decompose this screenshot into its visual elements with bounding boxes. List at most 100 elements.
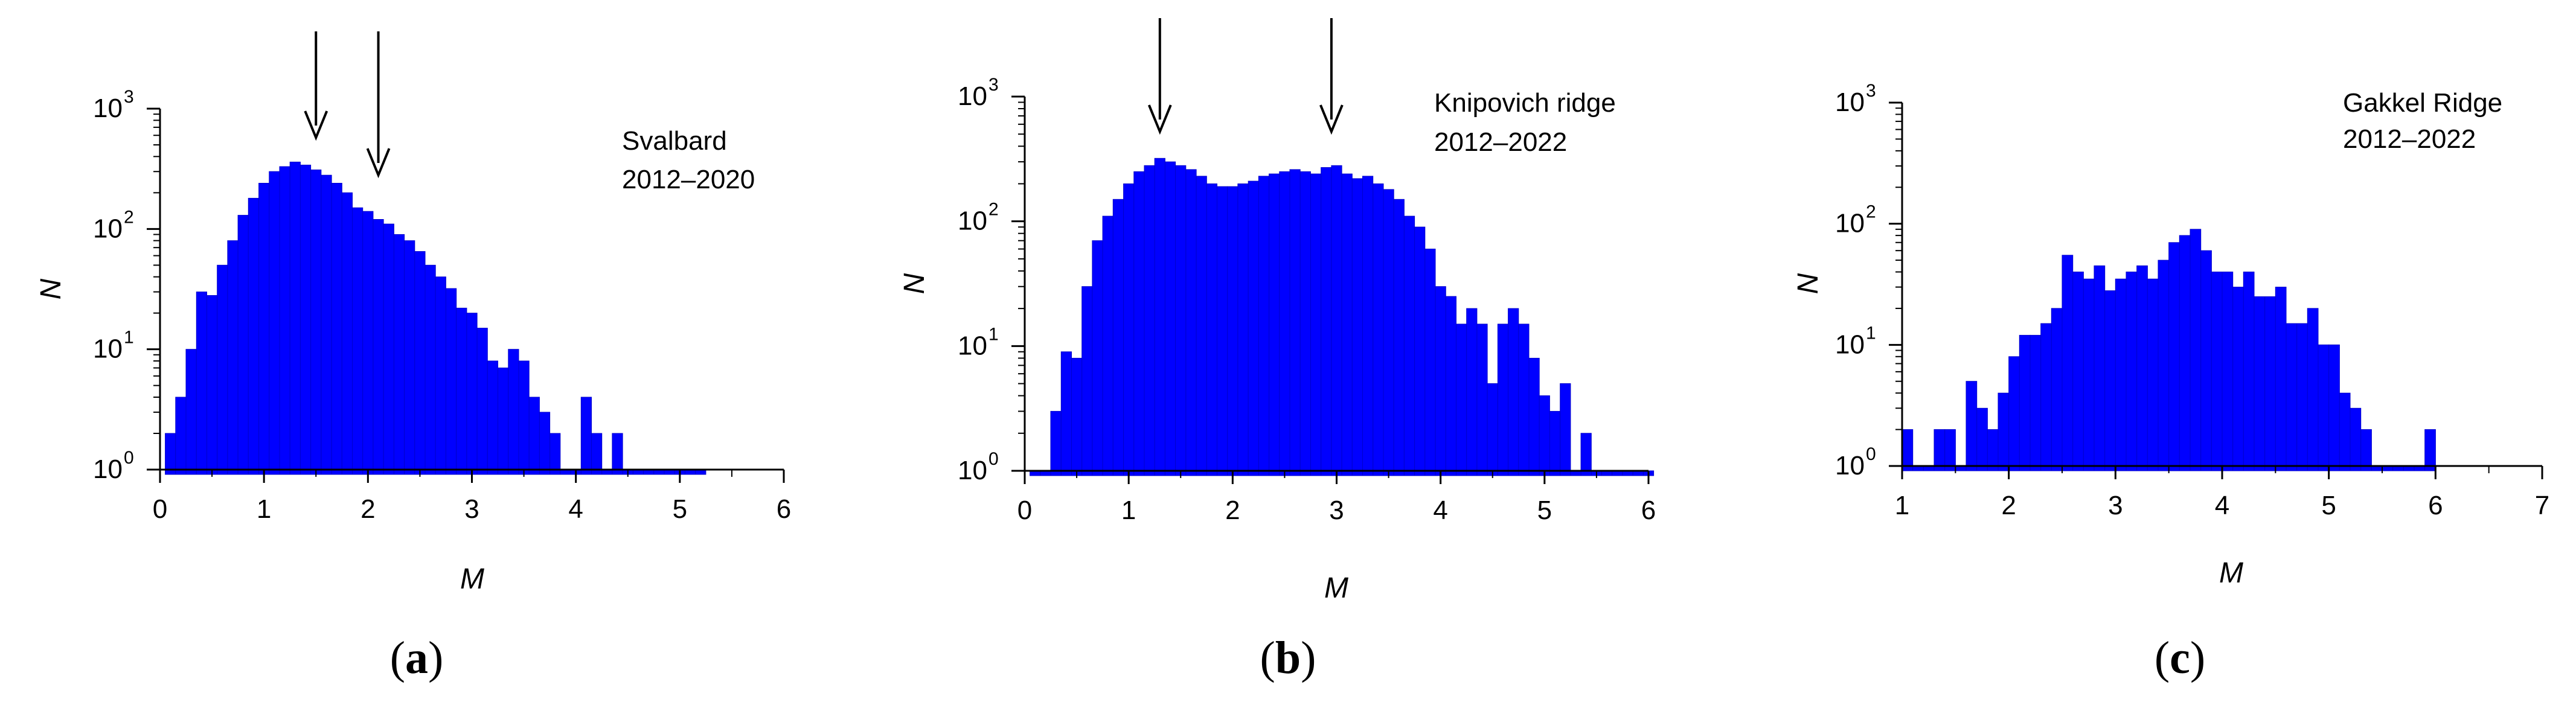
x-tick-label: 6: [2428, 491, 2443, 520]
histogram-bar: [2126, 272, 2138, 471]
histogram-bar: [1196, 176, 1207, 476]
x-tick-label: 3: [1329, 496, 1344, 525]
y-tick-label: 10: [1835, 209, 1865, 238]
histogram-bars-c: [1902, 229, 2436, 471]
x-ticks-a: 0 1 2 3 4 5 6: [153, 470, 791, 524]
histogram-bar: [2360, 429, 2372, 471]
x-axis-label-a: M: [460, 563, 484, 595]
histogram-bar: [1164, 161, 1176, 476]
histogram-bar: [2243, 272, 2255, 471]
histogram-bar: [310, 169, 322, 475]
histogram-bar: [425, 264, 436, 475]
y-tick-exponent: 1: [1866, 323, 1876, 343]
histogram-bar: [508, 349, 519, 475]
histogram-bar: [1902, 429, 1914, 471]
histogram-bar: [435, 276, 446, 475]
peak-arrow-head: [304, 110, 328, 141]
x-ticks-c: 1 2 3 4 5 6 7: [1895, 466, 2549, 520]
histogram-bar: [2104, 290, 2116, 471]
histogram-bar: [1269, 173, 1280, 476]
y-tick-exponent: 1: [988, 324, 999, 344]
region-name-c: Gakkel Ridge: [2343, 88, 2502, 118]
x-tick-label: 3: [2108, 491, 2123, 520]
histogram-bar: [1321, 167, 1332, 476]
y-tick-exponent: 0: [124, 448, 134, 468]
histogram-bar: [2211, 272, 2223, 471]
histogram-bar: [466, 313, 478, 475]
x-tick-label: 1: [1895, 491, 1909, 520]
histogram-bar: [1362, 176, 1374, 476]
y-axis-label-b: N: [899, 273, 931, 294]
histogram-bar: [2350, 407, 2362, 471]
histogram-bar: [414, 251, 426, 475]
histogram-bar: [279, 166, 290, 475]
peak-arrows-b: [1147, 18, 1344, 135]
histogram-bar: [2200, 250, 2212, 471]
x-tick-label: 6: [777, 494, 791, 524]
histogram-bar: [456, 307, 467, 475]
y-tick-exponent: 2: [988, 200, 999, 220]
y-tick-label: 10: [1835, 451, 1865, 480]
histogram-bar: [1466, 308, 1478, 476]
histogram-bar: [476, 328, 488, 475]
histogram-bar: [237, 215, 249, 475]
histogram-bar: [2094, 265, 2106, 471]
histogram-bar: [331, 183, 342, 475]
histogram-bar: [1258, 176, 1270, 476]
x-tick-label: 1: [1121, 496, 1136, 525]
histogram-bar: [248, 197, 259, 475]
histogram-bar: [1144, 165, 1155, 476]
x-tick-label: 5: [1537, 496, 1552, 525]
peak-arrow-head: [1319, 104, 1344, 135]
histogram-bar: [1976, 407, 1988, 471]
histogram-bar: [446, 288, 457, 475]
y-tick-exponent: 3: [1866, 81, 1876, 101]
histogram-bar: [2232, 287, 2244, 471]
y-axis-label-a: N: [35, 278, 67, 299]
histogram-bar: [2339, 392, 2351, 471]
y-tick-exponent: 1: [124, 328, 134, 348]
histogram-bar: [258, 183, 270, 475]
histogram-bar: [1424, 249, 1436, 476]
y-tick-label: 10: [958, 81, 987, 111]
histogram-bar: [2328, 344, 2340, 471]
histogram-bar: [2318, 344, 2330, 471]
x-axis-label-b: M: [1324, 572, 1348, 604]
histogram-bar: [518, 360, 530, 475]
histogram-bar: [352, 207, 364, 475]
y-tick-exponent: 2: [1866, 202, 1876, 222]
histogram-bar: [1331, 165, 1342, 476]
histogram-bar: [1435, 286, 1446, 476]
histogram-bar: [227, 240, 239, 475]
histogram-bar: [1944, 429, 1956, 471]
histogram-bar: [321, 174, 332, 475]
histogram-bar: [2179, 235, 2191, 471]
panel-label-a: (a): [390, 633, 444, 683]
histogram-bar: [2158, 260, 2170, 471]
histogram-bar: [341, 192, 353, 475]
histogram-bar: [1279, 171, 1290, 476]
histogram-bar: [362, 211, 374, 475]
y-tick-exponent: 0: [1866, 444, 1876, 464]
histogram-bar: [2147, 278, 2159, 471]
histogram-bar: [185, 349, 197, 475]
histogram-bar: [373, 219, 384, 475]
histogram-bar: [2264, 296, 2276, 471]
histogram-bar: [1050, 410, 1062, 476]
x-tick-label: 0: [1017, 496, 1032, 525]
histogram-bar: [1248, 180, 1259, 476]
histogram-bars-a: [165, 161, 706, 475]
histogram-bar: [404, 240, 415, 475]
histogram-bar: [1373, 183, 1384, 476]
histogram-bar: [2115, 278, 2127, 471]
histogram-bar: [580, 397, 592, 475]
histogram-bar: [2254, 296, 2266, 471]
histogram-bar: [1227, 186, 1238, 476]
histogram-bar: [2136, 265, 2148, 471]
histogram-bar: [2040, 323, 2052, 471]
